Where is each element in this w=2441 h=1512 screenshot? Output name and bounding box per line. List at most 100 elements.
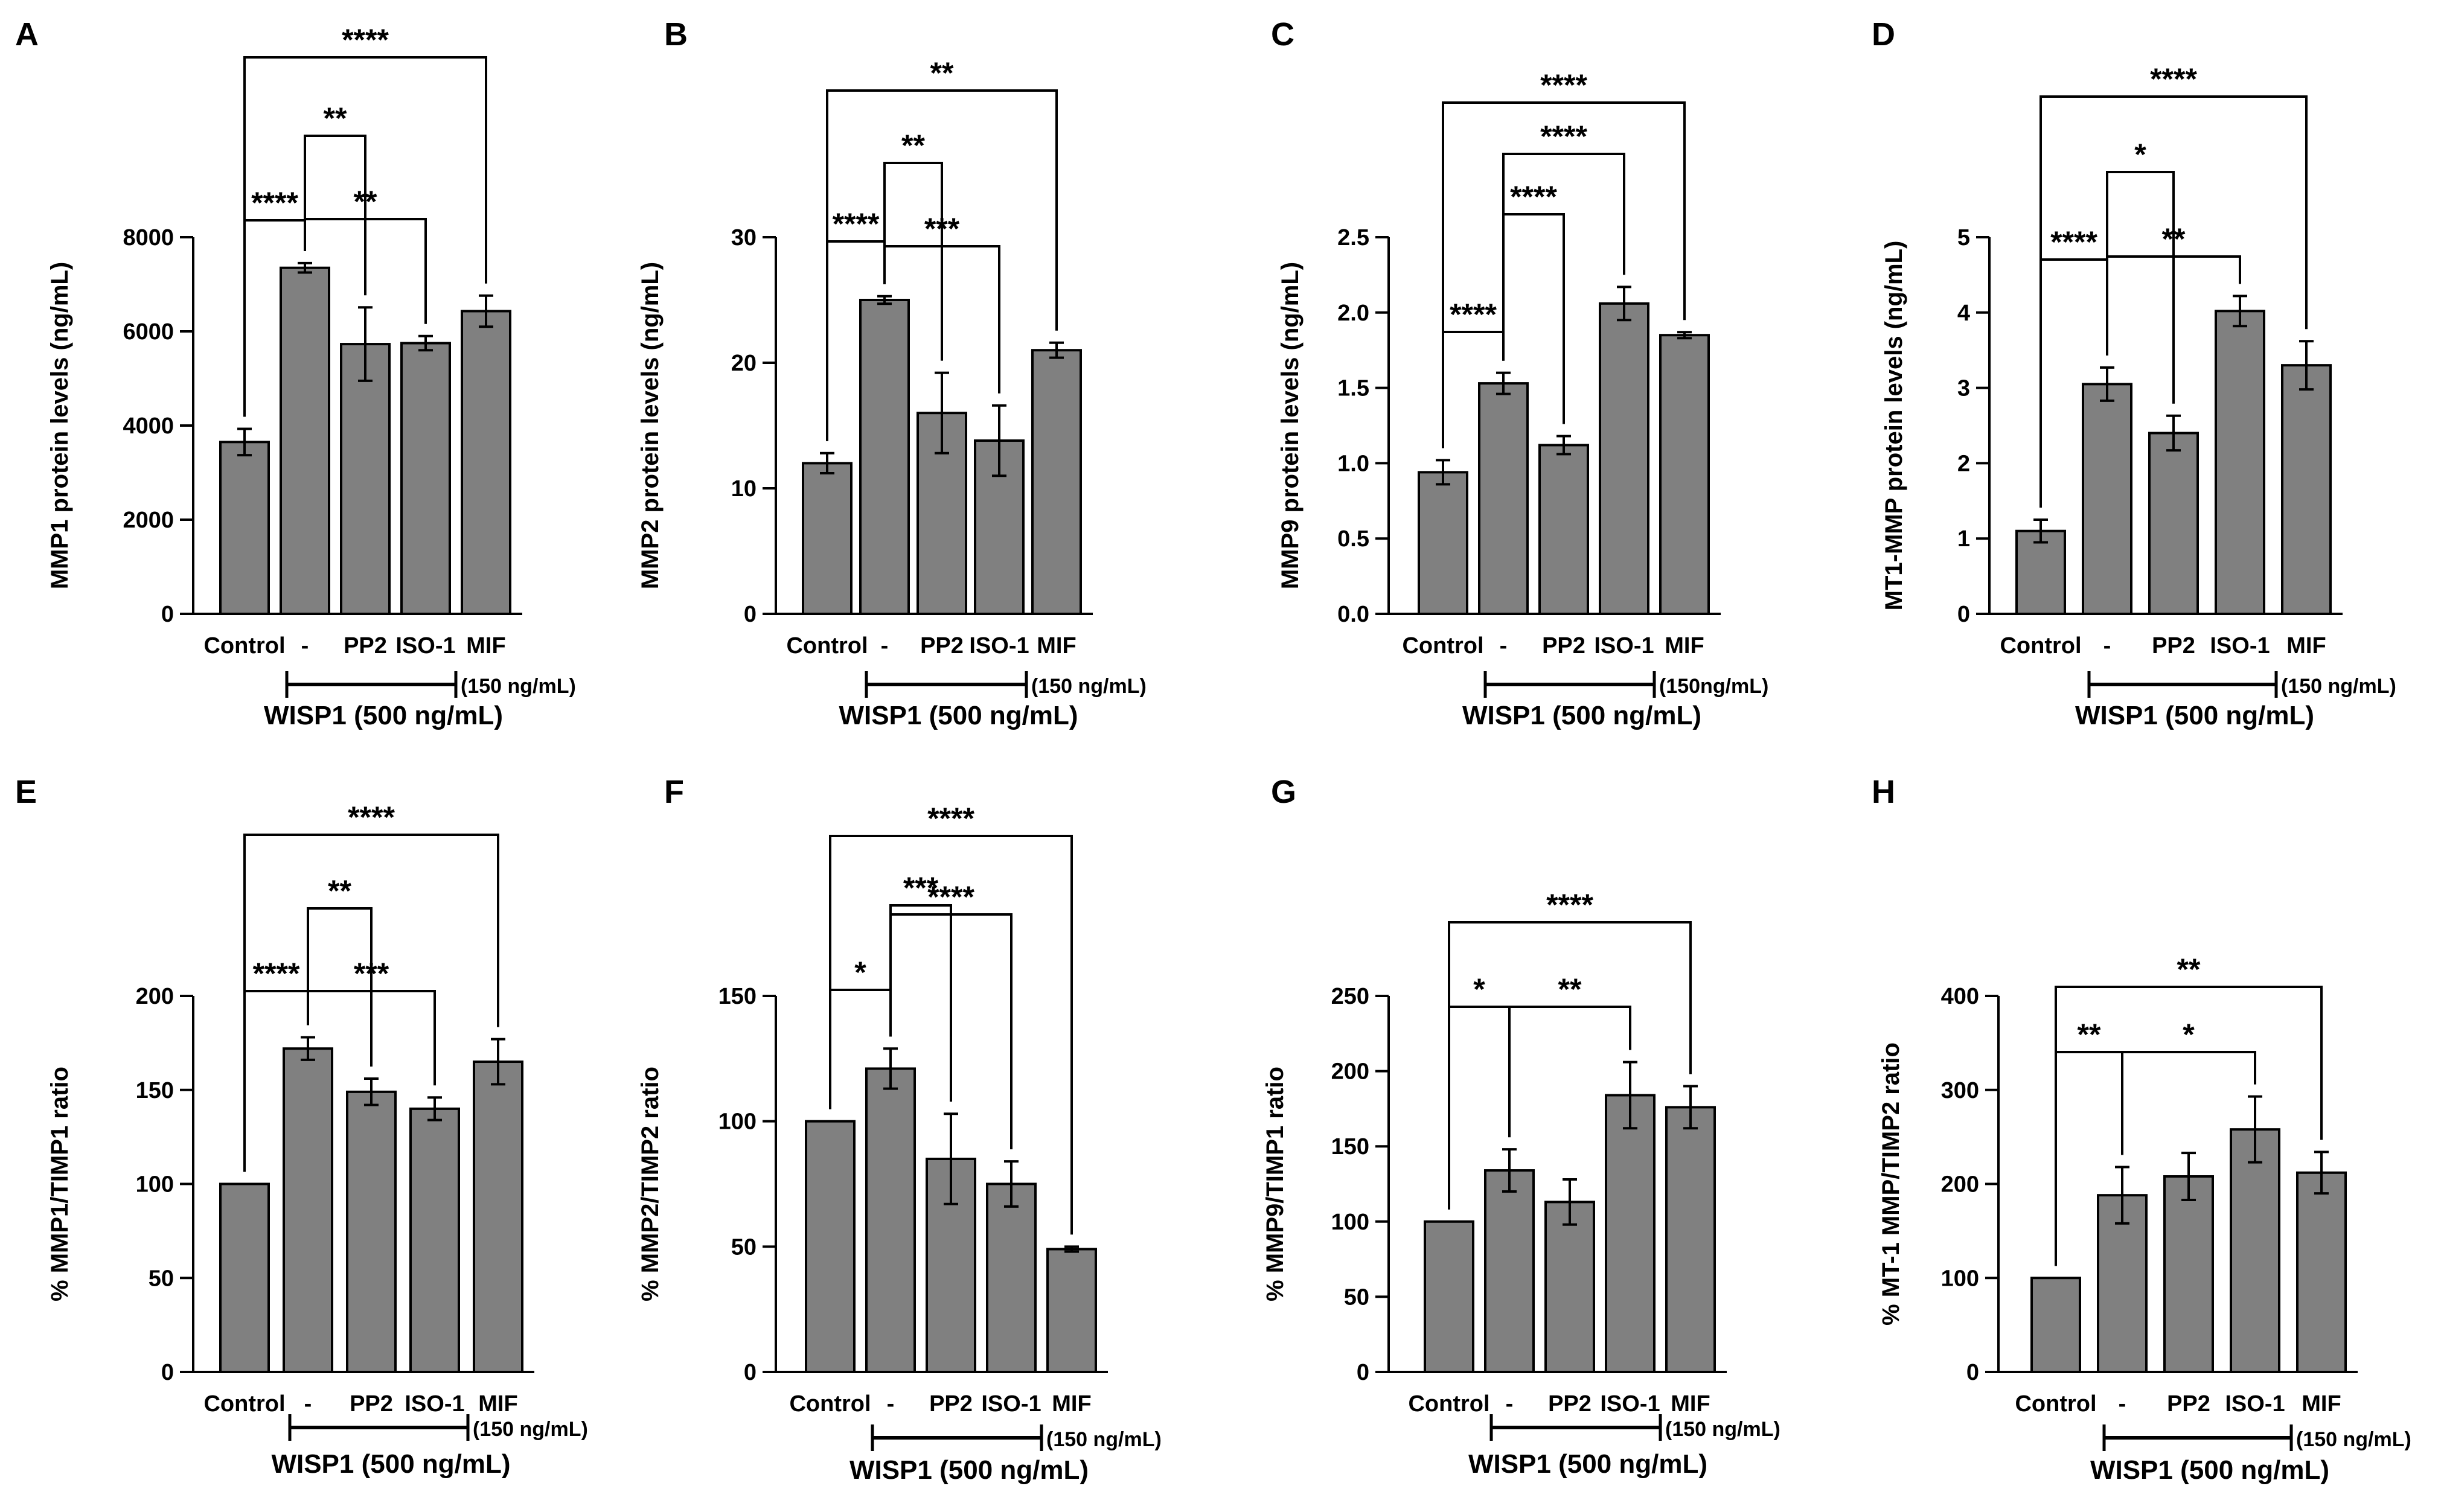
- y-tick-label: 1: [1957, 526, 1970, 552]
- significance-label: ****: [833, 207, 880, 241]
- significance-bracket: **: [2055, 952, 2323, 1266]
- y-tick-label: 300: [1941, 1078, 1979, 1103]
- significance-line: [304, 135, 366, 296]
- error-bar: [1436, 459, 1450, 486]
- bar: [346, 1090, 397, 1373]
- y-tick-label: 3: [1957, 376, 1970, 401]
- error-bar: [2033, 518, 2048, 544]
- x-tick-label: PP2: [1548, 1391, 1592, 1417]
- significance-label: ****: [1450, 298, 1497, 331]
- bar: [1544, 1201, 1595, 1374]
- error-bar: [1502, 1148, 1517, 1193]
- y-axis-label: MMP2 protein levels (ng/mL): [637, 262, 664, 589]
- y-tick-label: 30: [731, 225, 757, 250]
- bar: [859, 299, 910, 615]
- bar: [461, 310, 511, 616]
- x-tick-label: -: [881, 633, 889, 659]
- y-tick-label: 400: [1941, 984, 1979, 1009]
- significance-label: **: [930, 56, 954, 90]
- error-bar: [2115, 1166, 2129, 1225]
- significance-label: **: [328, 874, 351, 908]
- x-tick-label: PP2: [2152, 633, 2195, 659]
- x-tick-label: PP2: [350, 1391, 393, 1417]
- y-axis-label: MMP9 protein levels (ng/mL): [1277, 262, 1304, 589]
- chart-panel-D: D 0 1 2 3 4 5 MT1-MMP protein levels (ng/mL) Con…: [1872, 16, 2396, 730]
- y-tick-label: 50: [1344, 1284, 1369, 1310]
- error-bar: [358, 306, 373, 382]
- x-tick-label: -: [304, 1391, 312, 1417]
- chart-panel-B: B 0 10 20 30 MMP2 protein levels (ng/mL) Contr…: [637, 16, 1147, 730]
- significance-line: [2121, 1051, 2256, 1155]
- mif-concentration-label: (150 ng/mL): [473, 1418, 588, 1441]
- error-bar: [1556, 435, 1571, 456]
- mif-concentration-label: (150ng/mL): [1659, 675, 1768, 698]
- x-tick-label: Control: [203, 1391, 285, 1417]
- bar: [1046, 1248, 1097, 1373]
- significance-label: ***: [354, 957, 389, 990]
- significance-label: ****: [1540, 68, 1587, 102]
- significance-line: [889, 913, 1013, 1150]
- x-tick-label: ISO-1: [2225, 1391, 2285, 1417]
- significance-line: [826, 89, 1058, 441]
- chart-panel-C: C 0.0 0.5 1.0 1.5 2.0 2.5 MMP9 protein levels (…: [1271, 16, 1768, 730]
- significance-bracket: **: [304, 185, 427, 324]
- significance-label: **: [1558, 972, 1582, 1006]
- x-tick-label: ISO-1: [969, 633, 1029, 659]
- error-bar: [298, 261, 312, 274]
- error-bar: [1496, 371, 1511, 395]
- significance-line: [243, 834, 499, 1172]
- bar: [2148, 432, 2199, 615]
- significance-bracket: ****: [1448, 888, 1692, 1210]
- x-tick-label: ISO-1: [981, 1391, 1041, 1417]
- wisp1-label: WISP1 (500 ng/mL): [264, 701, 503, 730]
- significance-label: ****: [1546, 888, 1593, 922]
- x-tick-label: PP2: [929, 1391, 973, 1417]
- bar: [986, 1182, 1037, 1373]
- x-tick-label: ISO-1: [395, 633, 455, 659]
- y-tick-label: 150: [1331, 1134, 1369, 1160]
- significance-label: ****: [1510, 180, 1557, 214]
- y-tick-label: 0.5: [1337, 526, 1369, 552]
- error-bar: [418, 334, 433, 352]
- significance-line: [883, 162, 943, 361]
- significance-line: [304, 218, 427, 324]
- bar: [2082, 383, 2132, 615]
- panel-letter: G: [1271, 774, 1296, 810]
- x-tick-label: MIF: [1665, 633, 1704, 659]
- significance-label: ****: [342, 23, 389, 57]
- y-tick-label: 4000: [123, 413, 174, 439]
- significance-bracket: **: [307, 874, 373, 1067]
- bar: [2097, 1194, 2148, 1373]
- y-axis-label: % MMP1/TIMP1 ratio: [46, 1067, 73, 1301]
- wisp1-label: WISP1 (500 ng/mL): [839, 701, 1078, 730]
- wisp1-label: WISP1 (500 ng/mL): [2075, 701, 2314, 730]
- significance-line: [1502, 153, 1625, 361]
- bar: [283, 1047, 333, 1373]
- significance-label: **: [354, 185, 377, 219]
- error-bar: [944, 1112, 958, 1205]
- error-bar: [1617, 285, 1631, 322]
- mif-concentration-label: (150 ng/mL): [1665, 1418, 1780, 1441]
- significance-label: ***: [924, 212, 960, 246]
- x-tick-label: -: [301, 633, 309, 659]
- error-bar: [237, 427, 252, 457]
- y-tick-label: 250: [1331, 984, 1369, 1009]
- significance-bracket: ****: [1502, 120, 1625, 361]
- y-tick-label: 200: [1331, 1059, 1369, 1085]
- significance-label: ****: [927, 802, 974, 835]
- y-axis-label: MMP1 protein levels (ng/mL): [46, 262, 73, 589]
- y-tick-label: 200: [1941, 1172, 1979, 1198]
- significance-label: ****: [2150, 62, 2197, 96]
- significance-line: [883, 245, 1000, 394]
- y-tick-label: 0: [1957, 602, 1970, 627]
- y-tick-label: 5: [1957, 225, 1970, 250]
- significance-bracket: **: [304, 101, 366, 296]
- y-tick-label: 150: [136, 1078, 174, 1103]
- significance-bracket: ****: [243, 800, 499, 1172]
- error-bar: [1004, 1160, 1019, 1208]
- significance-bracket: ***: [883, 212, 1000, 394]
- panel-letter: A: [15, 16, 39, 53]
- significance-label: ****: [1540, 120, 1587, 153]
- mif-concentration-label: (150 ng/mL): [1046, 1428, 1162, 1451]
- y-tick-label: 6000: [123, 319, 174, 345]
